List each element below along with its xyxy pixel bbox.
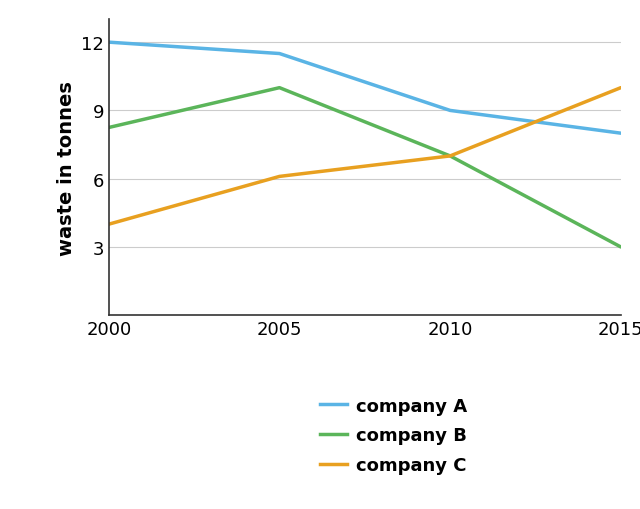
Y-axis label: waste in tonnes: waste in tonnes bbox=[56, 81, 76, 255]
Legend: company A, company B, company C: company A, company B, company C bbox=[312, 389, 474, 482]
